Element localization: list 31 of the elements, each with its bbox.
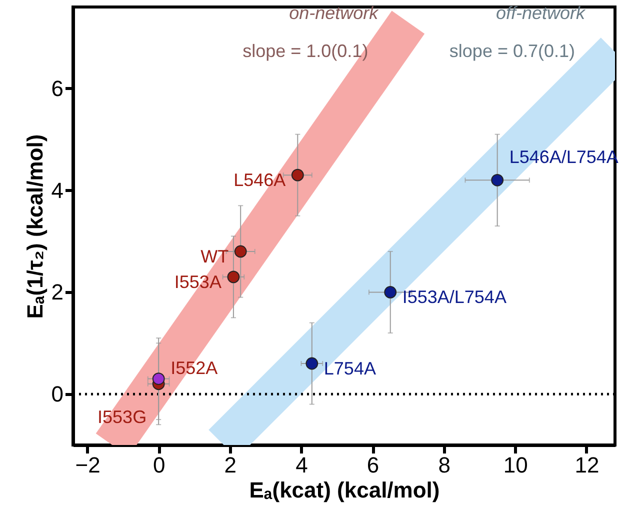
point [491, 174, 504, 186]
data-label: WT [200, 246, 229, 266]
y-tick-label: 0 [51, 382, 64, 407]
x-tick-label: 2 [224, 452, 237, 478]
x-tick-label: −2 [75, 452, 100, 478]
point [291, 168, 304, 182]
x-tick-label: 0 [152, 452, 166, 478]
data-label: I553A [174, 272, 222, 292]
text: off-network [496, 3, 586, 23]
x-tick-label: 10 [503, 452, 528, 478]
point [227, 270, 240, 284]
annotation: slope = 0.7(0.1) [449, 41, 575, 61]
data-label: I552A [170, 358, 218, 378]
series-label: on-network [289, 3, 380, 23]
x-tick-label: 4 [296, 452, 308, 478]
x-tick-label: 6 [366, 452, 380, 478]
data-label: L546A [234, 170, 286, 190]
data-label: L754A [324, 358, 376, 379]
annotation: slope = 1.0(0.1) [242, 41, 368, 61]
y-tick-label: 6 [51, 76, 64, 101]
y-axis-title: Eₐ(1/τ₂) (kcal/mol) [22, 134, 48, 319]
x-tick-label: 12 [574, 452, 600, 478]
data-label: I553A/L754A [402, 287, 506, 308]
point [306, 357, 318, 370]
point [384, 286, 397, 298]
point [234, 245, 247, 258]
y-tick-label: 4 [51, 178, 64, 203]
point [152, 372, 165, 385]
x-tick-label: 8 [438, 452, 450, 478]
x-axis-title: Eₐ(kcat) (kcal/mol) [249, 478, 440, 502]
y-tick-label: 2 [51, 280, 64, 305]
